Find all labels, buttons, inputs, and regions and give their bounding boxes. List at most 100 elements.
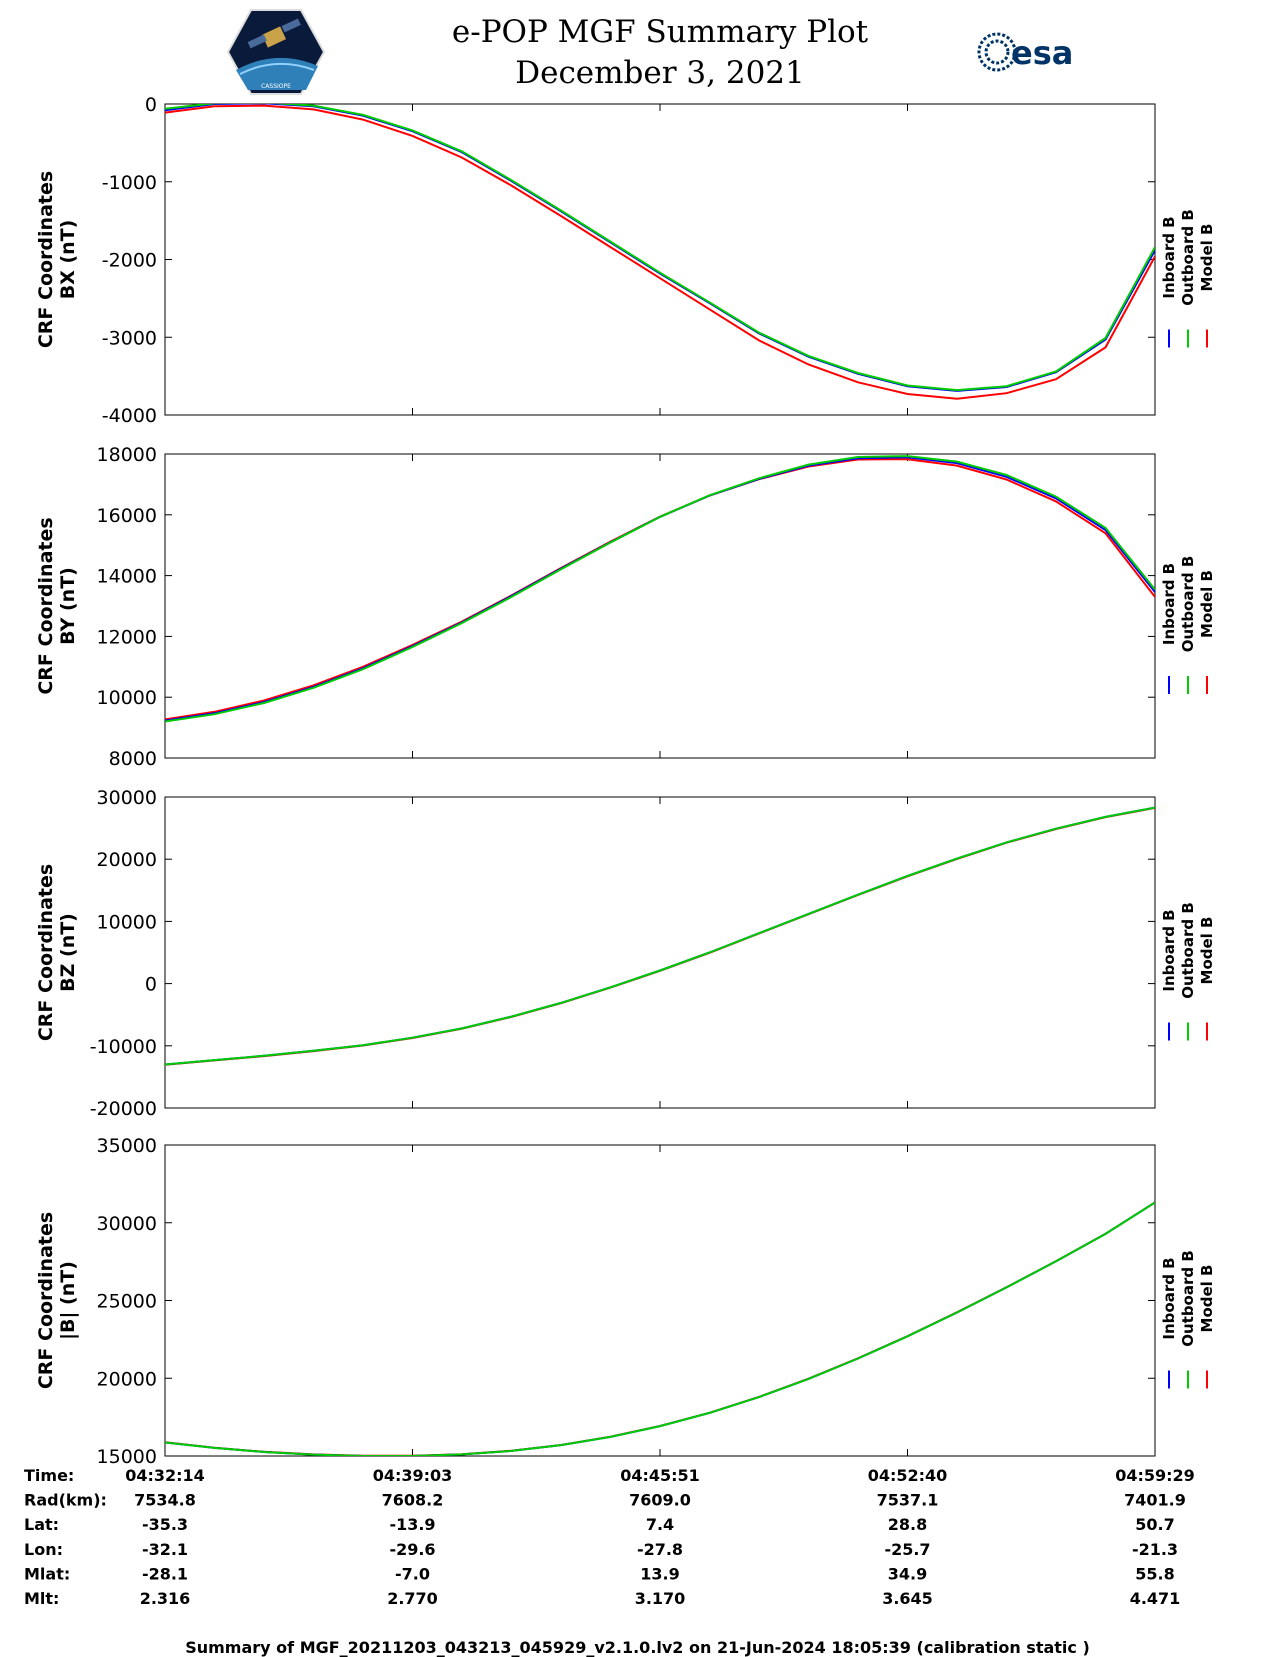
- table-cell: 3.170: [635, 1589, 686, 1608]
- panel-3: 30000 20000 10000 0 -10000 -20000 CRF Coordina…: [35, 787, 1216, 1120]
- y-tick-label: 25000: [97, 1291, 157, 1313]
- table-cell: 3.645: [882, 1589, 933, 1608]
- series-line-model-b: [165, 1201, 1155, 1456]
- table-cell: -27.8: [637, 1540, 683, 1559]
- y-axis-label: CRF CoordinatesBZ (nT): [35, 864, 79, 1041]
- table-cell: -7.0: [395, 1564, 430, 1583]
- series-line-inboard-b: [165, 806, 1155, 1066]
- table-cell: 34.9: [888, 1564, 927, 1583]
- y-axis-label-line: CRF Coordinates: [35, 1212, 57, 1389]
- table-cell: -35.3: [142, 1515, 188, 1534]
- table-row-label: Mlat:: [24, 1564, 70, 1583]
- table-cell: -28.1: [142, 1564, 188, 1583]
- y-tick-label: 30000: [97, 1213, 157, 1235]
- table-cell: 55.8: [1135, 1564, 1174, 1583]
- table-row-label: Rad(km):: [24, 1491, 107, 1510]
- series-line-model-b: [165, 104, 1155, 400]
- y-tick-label: 18000: [97, 444, 157, 466]
- y-tick-label: 10000: [97, 687, 157, 709]
- table-row-label: Mlt:: [24, 1589, 59, 1608]
- footer-summary: Summary of MGF_20211203_043213_045929_v2…: [185, 1638, 1090, 1657]
- series-line-outboard-b: [165, 455, 1155, 723]
- legend-label: Inboard B: [1160, 216, 1178, 298]
- esa-logo: esa: [975, 30, 1095, 74]
- table-cell: 4.471: [1130, 1589, 1181, 1608]
- legend-label: Model B: [1198, 1265, 1216, 1333]
- y-axis-label-line: BZ (nT): [57, 913, 79, 992]
- y-tick-label: 12000: [97, 626, 157, 648]
- table-cell: 04:32:14: [125, 1466, 205, 1485]
- y-axis-label-line: BY (nT): [57, 567, 79, 645]
- y-tick-label: 0: [145, 94, 157, 116]
- legend-label: Model B: [1198, 224, 1216, 292]
- y-tick-label: -20000: [90, 1098, 157, 1120]
- y-tick-label: 10000: [97, 911, 157, 933]
- y-tick-label: -3000: [102, 327, 157, 349]
- table-row-label: Lat:: [24, 1515, 59, 1534]
- y-axis-label-line: CRF Coordinates: [35, 517, 57, 694]
- legend-label: Inboard B: [1160, 1257, 1178, 1339]
- y-tick-label: 20000: [97, 849, 157, 871]
- legend-label: Outboard B: [1179, 902, 1197, 999]
- panel-frame: [164, 453, 1156, 759]
- table-cell: 7609.0: [629, 1491, 691, 1510]
- table-cell: 04:39:03: [373, 1466, 453, 1485]
- table-cell: -21.3: [1132, 1540, 1178, 1559]
- table-cell: 7401.9: [1124, 1491, 1186, 1510]
- series-line-inboard-b: [165, 1201, 1155, 1456]
- y-tick-label: 8000: [109, 748, 157, 770]
- page-title: e-POP MGF Summary Plot: [451, 14, 869, 50]
- panel-frame: [164, 103, 1156, 416]
- y-axis-label-line: BX (nT): [57, 220, 79, 300]
- y-tick-label: 16000: [97, 505, 157, 527]
- table-cell: -13.9: [389, 1515, 435, 1534]
- y-tick-label: -1000: [102, 172, 157, 194]
- series-line-model-b: [165, 458, 1155, 721]
- title-block: e-POP MGF Summary Plot December 3, 2021: [360, 12, 960, 94]
- legend-label: Outboard B: [1179, 556, 1197, 653]
- series-line-model-b: [165, 806, 1155, 1066]
- table-cell: 50.7: [1135, 1515, 1174, 1534]
- epop-logo-text: CASSIOPE: [261, 83, 291, 90]
- table-cell: 13.9: [640, 1564, 679, 1583]
- header: CASSIOPE e-POP MGF Summary Plot December…: [0, 0, 1275, 100]
- series-line-outboard-b: [165, 1201, 1155, 1456]
- y-tick-label: 20000: [97, 1368, 157, 1390]
- series-line-inboard-b: [165, 104, 1155, 392]
- panel-frame: [164, 1144, 1156, 1457]
- table-row-label: Lon:: [24, 1540, 63, 1559]
- table-cell: 2.770: [387, 1589, 438, 1608]
- y-tick-label: -4000: [102, 405, 157, 427]
- y-axis-label-line: CRF Coordinates: [35, 171, 57, 348]
- table-cell: -32.1: [142, 1540, 188, 1559]
- table-row-label: Time:: [24, 1466, 74, 1485]
- table-cell: 04:52:40: [868, 1466, 948, 1485]
- y-axis-label: CRF Coordinates|B| (nT): [35, 1212, 79, 1389]
- y-axis-label-line: CRF Coordinates: [35, 864, 57, 1041]
- panel-1: 0 -1000 -2000 -3000 -4000 CRF CoordinatesBX (…: [35, 94, 1216, 427]
- y-tick-label: 0: [145, 974, 157, 996]
- y-axis-label: CRF CoordinatesBY (nT): [35, 517, 79, 694]
- table-cell: -29.6: [389, 1540, 435, 1559]
- table-cell: 7608.2: [382, 1491, 444, 1510]
- epop-logo: CASSIOPE: [226, 8, 326, 96]
- table-cell: 04:45:51: [620, 1466, 700, 1485]
- table-cell: -25.7: [884, 1540, 930, 1559]
- legend-label: Model B: [1198, 570, 1216, 638]
- y-axis-label-line: |B| (nT): [57, 1261, 79, 1340]
- esa-logo-text: esa: [1011, 34, 1073, 72]
- panel-2: 18000 16000 14000 12000 10000 8000 CRF Coordin…: [35, 444, 1216, 770]
- table-cell: 7537.1: [877, 1491, 939, 1510]
- table-cell: 2.316: [140, 1589, 191, 1608]
- panel-4: 35000 30000 25000 20000 15000 CRF Coordinates…: [35, 1135, 1216, 1468]
- y-tick-label: 30000: [97, 787, 157, 809]
- series-line-inboard-b: [165, 456, 1155, 722]
- legend-label: Outboard B: [1179, 1250, 1197, 1347]
- series-line-outboard-b: [165, 104, 1155, 392]
- y-tick-label: 15000: [97, 1446, 157, 1468]
- y-tick-label: 35000: [97, 1135, 157, 1157]
- page-date: December 3, 2021: [515, 55, 805, 91]
- legend-label: Inboard B: [1160, 563, 1178, 645]
- table-cell: 7.4: [646, 1515, 674, 1534]
